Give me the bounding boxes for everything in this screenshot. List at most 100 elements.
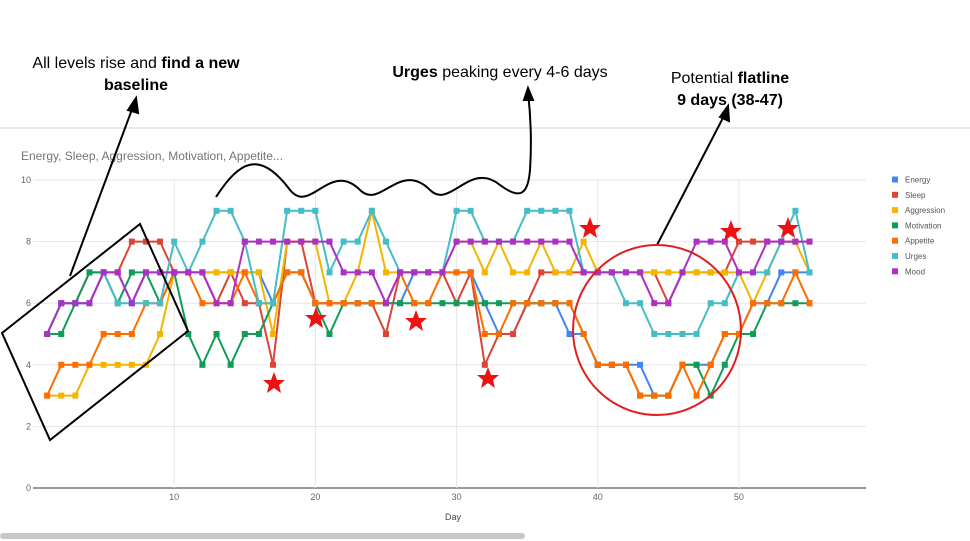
point [199,238,206,245]
point [594,361,601,368]
legend-label: Aggression [905,206,945,215]
x-tick-label: 10 [169,492,179,502]
point [566,300,573,307]
point [284,207,291,214]
point [326,331,333,337]
point [58,300,65,307]
legend-label: Mood [905,267,925,276]
point [721,361,728,368]
legend-swatch [892,237,898,244]
point [298,269,305,276]
point [354,269,361,276]
point [142,238,149,245]
point [566,331,573,337]
point [594,269,601,276]
point [792,207,799,214]
point [114,300,121,307]
point [552,300,559,307]
point [58,331,65,337]
point [382,331,389,337]
annotation-bold: 9 days (38-47) [677,92,783,109]
point [100,361,107,368]
legend-swatch [892,191,898,198]
point [255,300,262,307]
point [157,269,164,276]
point [510,269,517,276]
annotation-text: peaking every 4-6 days [442,64,608,81]
point [580,238,587,245]
y-tick-label: 2 [26,421,31,431]
star [720,220,742,241]
point [481,269,488,276]
wave [215,91,532,198]
point [368,207,375,214]
point [764,238,771,245]
point [637,361,644,368]
box [0,222,190,442]
point [270,361,277,368]
point [481,300,488,307]
point [340,300,347,307]
point [453,238,460,245]
point [157,300,164,307]
point [707,238,714,245]
point [312,207,319,214]
circle [572,244,742,416]
point [114,269,121,276]
plot-area: 0 2 4 6 8 10 10 20 30 40 50 Energy Sleep Aggression Mo… [21,175,945,502]
point [270,331,277,337]
point [566,269,573,276]
arrowhead [718,103,731,123]
point [354,238,361,245]
annotation-bold: find a new baseline [103,55,240,94]
star [579,217,601,238]
point [750,300,757,307]
point [128,331,135,337]
point [510,238,517,245]
point [510,300,517,307]
point [241,300,248,307]
point [679,269,686,276]
y-tick-label: 4 [26,360,31,370]
point [538,269,545,276]
legend-label: Appetite [905,237,935,246]
point [72,392,79,399]
x-tick-label: 30 [452,492,462,502]
point [778,238,785,245]
point [608,269,615,276]
x-tick-label: 50 [734,492,744,502]
point [255,238,262,245]
point [128,269,135,276]
point [665,392,672,399]
point [467,238,474,245]
point [354,300,361,307]
legend-swatch [892,268,898,275]
point [382,300,389,307]
arrowhead [126,95,140,115]
point [171,269,178,276]
annotation-bold: flatline [737,70,790,87]
annotation-text: All levels rise and [32,55,157,72]
legend-label: Energy [905,176,930,185]
point [693,238,700,245]
point [439,269,446,276]
point [44,331,51,337]
annotation-bold: Urges [392,64,438,81]
point [707,269,714,276]
point [806,300,813,307]
point [425,300,432,307]
point [199,361,206,368]
point [764,300,771,307]
point [128,300,135,307]
point [270,300,277,307]
point [622,269,629,276]
point [566,238,573,245]
point [241,269,248,276]
point [227,300,234,307]
x-tick-label: 40 [593,492,603,502]
point [750,238,757,245]
point [679,361,686,368]
point [693,392,700,399]
point [453,207,460,214]
point [467,300,474,307]
